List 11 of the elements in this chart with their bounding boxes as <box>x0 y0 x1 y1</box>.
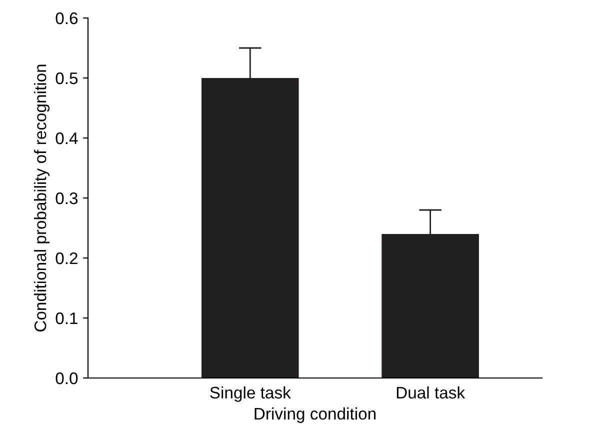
x-tick-label: Single task <box>210 386 291 402</box>
y-tick-label: 0.4 <box>56 132 78 144</box>
y-tick-label: 0.2 <box>56 252 78 264</box>
y-tick-label: 0.0 <box>56 372 78 384</box>
y-tick-label: 0.1 <box>56 312 78 324</box>
y-tick-label: 0.5 <box>56 72 78 84</box>
y-tick-label: 0.3 <box>56 192 78 204</box>
y-axis-title: Conditional probability of recognition <box>34 64 50 332</box>
y-tick-label: 0.6 <box>56 12 78 24</box>
x-tick-label: Dual task <box>396 386 466 399</box>
x-axis-title: Driving condition <box>254 407 376 423</box>
